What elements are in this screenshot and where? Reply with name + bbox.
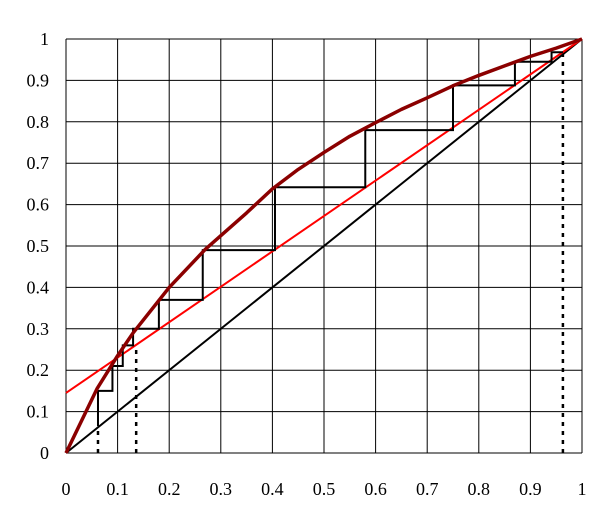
x-tick-label: 0.5	[313, 479, 336, 499]
y-tick-label: 0.6	[27, 195, 50, 215]
grid	[65, 38, 583, 454]
x-tick-label: 0	[62, 479, 71, 499]
y-tick-label: 0.5	[27, 236, 50, 256]
y-tick-label: 0.3	[27, 319, 50, 339]
x-tick-label: 1	[578, 479, 587, 499]
y-tick-label: 1	[40, 29, 49, 49]
y-tick-label: 0.7	[27, 153, 50, 173]
operating-line	[65, 38, 583, 394]
series-layer	[64, 37, 583, 454]
y-tick-label: 0	[40, 443, 49, 463]
x-tick-label: 0.7	[416, 479, 439, 499]
x-tick-label: 0.1	[106, 479, 129, 499]
x-tick-label: 0.4	[261, 479, 284, 499]
y-tick-label: 0.9	[27, 70, 50, 90]
x-tick-label: 0.3	[210, 479, 233, 499]
equilibrium-curve	[64, 37, 583, 454]
y-tick-label: 0.8	[27, 112, 50, 132]
y-tick-label: 0.4	[27, 277, 50, 297]
x-tick-label: 0.2	[158, 479, 181, 499]
x-tick-label: 0.9	[519, 479, 542, 499]
tick-labels: 0 0.1 0.2 0.3 0.4 0.5 0.6 0.7 0.8 0.9 1 0 0.1 0.2 0.3 0…	[27, 29, 587, 499]
diagonal-line	[65, 38, 583, 454]
x-tick-label: 0.8	[468, 479, 491, 499]
x-tick-label: 0.6	[364, 479, 387, 499]
y-tick-label: 0.1	[27, 402, 50, 422]
y-tick-label: 0.2	[27, 360, 50, 380]
